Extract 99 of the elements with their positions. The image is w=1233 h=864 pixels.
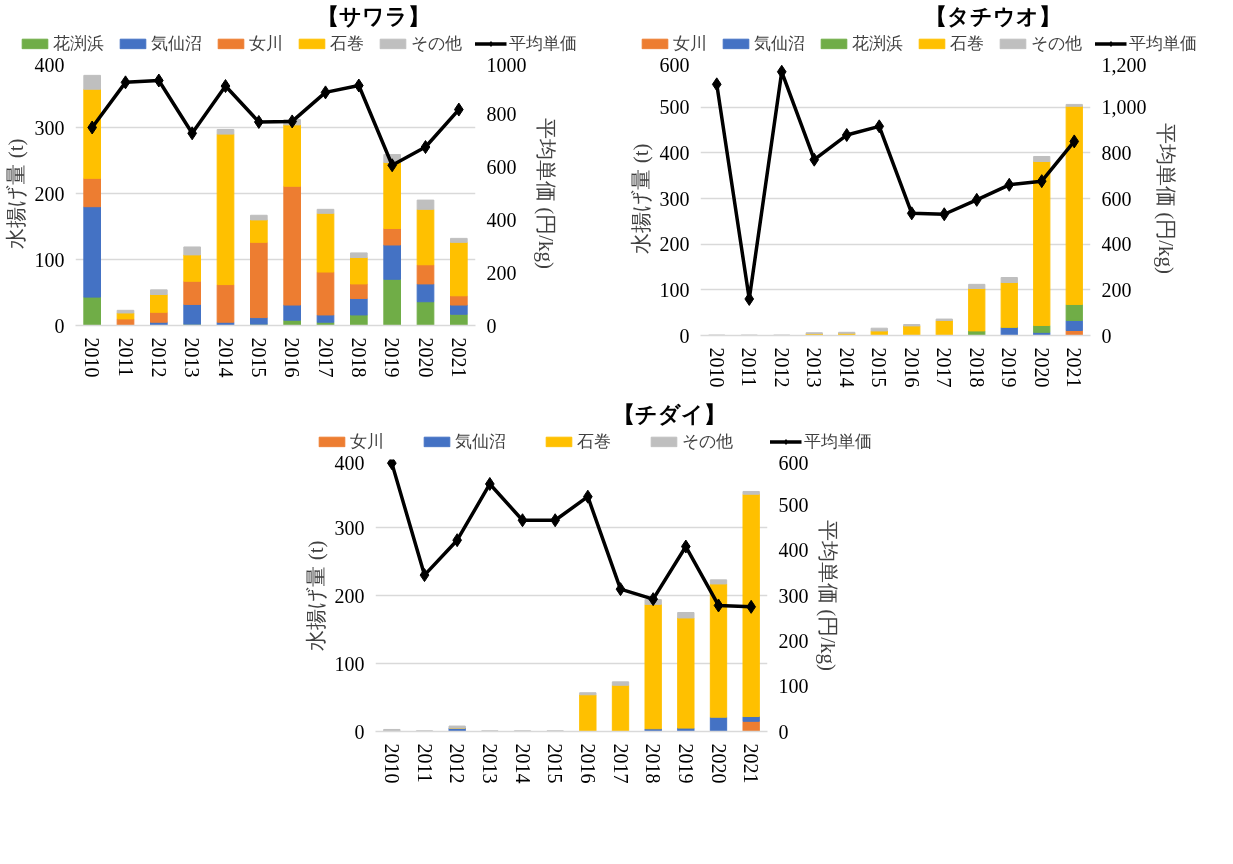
x-tick-label: 2014 <box>214 337 237 378</box>
x-tick-label: 2017 <box>609 743 632 784</box>
x-tick-label: 2019 <box>674 743 697 784</box>
legend-label: 石巻 <box>330 32 364 55</box>
y2-tick-label: 1000 <box>486 53 527 76</box>
y2-axis-title: 平均単価 (円/kg) <box>533 117 558 270</box>
chart-title: 【タチウオ】 <box>925 3 1061 29</box>
legend-label: 平均単価 <box>1129 32 1197 55</box>
x-tick-label: 2018 <box>347 337 370 378</box>
y-tick-label: 100 <box>34 248 65 271</box>
y2-tick-label: 800 <box>486 103 517 126</box>
y2-tick-label: 400 <box>1101 233 1132 256</box>
legend-label: 平均単価 <box>804 430 872 453</box>
x-tick-label: 2013 <box>181 337 204 378</box>
x-tick-label: 2019 <box>998 347 1021 388</box>
legend-label: 石巻 <box>950 32 984 55</box>
y-axis-title: 水揚げ量 (t) <box>628 143 653 254</box>
x-tick-label: 2016 <box>576 743 599 784</box>
x-tick-label: 2016 <box>281 337 304 378</box>
x-tick-label: 2010 <box>380 743 403 784</box>
y2-tick-label: 600 <box>1101 187 1132 210</box>
y2-tick-label: 0 <box>778 720 789 743</box>
y-tick-label: 300 <box>659 187 690 210</box>
x-tick-label: 2017 <box>933 347 956 388</box>
y-axis-title: 水揚げ量 (t) <box>303 540 328 651</box>
y-tick-label: 200 <box>334 584 365 607</box>
y-tick-label: 200 <box>659 233 690 256</box>
x-tick-label: 2015 <box>247 337 270 378</box>
legend-label: 気仙沼 <box>151 32 202 55</box>
legend-label: 女川 <box>673 32 707 55</box>
y-tick-label: 0 <box>679 324 690 347</box>
x-tick-label: 2015 <box>868 347 891 388</box>
y-tick-label: 300 <box>334 516 365 539</box>
x-tick-label: 2018 <box>965 347 988 388</box>
x-tick-label: 2010 <box>81 337 104 378</box>
legend-label: 気仙沼 <box>455 430 506 453</box>
x-tick-label: 2021 <box>447 337 470 378</box>
y-tick-label: 600 <box>659 53 690 76</box>
y-tick-label: 100 <box>334 652 365 675</box>
chart-title: 【サワラ】 <box>316 3 430 29</box>
x-tick-label: 2013 <box>478 743 501 784</box>
x-tick-label: 2011 <box>738 347 761 387</box>
legend-label: 女川 <box>350 430 384 453</box>
x-tick-label: 2020 <box>1030 347 1053 388</box>
y2-tick-label: 600 <box>778 451 809 474</box>
y2-tick-label: 200 <box>778 629 809 652</box>
y-tick-label: 100 <box>659 278 690 301</box>
x-tick-label: 2020 <box>414 337 437 378</box>
x-tick-label: 2010 <box>705 347 728 388</box>
x-tick-label: 2019 <box>381 337 404 378</box>
x-tick-label: 2017 <box>314 337 337 378</box>
y2-tick-label: 200 <box>1101 278 1132 301</box>
legend-label: その他 <box>682 430 733 453</box>
y-tick-label: 0 <box>354 720 365 743</box>
legend-label: 女川 <box>249 32 283 55</box>
x-tick-label: 2020 <box>707 743 730 784</box>
y2-tick-label: 1,000 <box>1101 96 1147 119</box>
y-tick-label: 400 <box>34 53 65 76</box>
legend-label: 花渕浜 <box>53 32 104 55</box>
y-tick-label: 200 <box>34 182 65 205</box>
y-tick-label: 0 <box>54 314 65 337</box>
y2-axis-title: 平均単価 (円/kg) <box>815 519 840 672</box>
x-tick-label: 2014 <box>835 347 858 388</box>
y2-tick-label: 1,200 <box>1101 53 1147 76</box>
y-tick-label: 300 <box>34 116 65 139</box>
x-tick-label: 2013 <box>803 347 826 388</box>
legend-label: その他 <box>411 32 462 55</box>
y-tick-label: 400 <box>334 451 365 474</box>
x-tick-label: 2012 <box>446 743 469 784</box>
y2-tick-label: 400 <box>778 539 809 562</box>
y2-tick-label: 400 <box>486 208 517 231</box>
y2-tick-label: 200 <box>486 261 517 284</box>
x-tick-label: 2021 <box>740 743 763 784</box>
x-tick-label: 2015 <box>544 743 567 784</box>
legend-label: 花渕浜 <box>852 32 903 55</box>
x-tick-label: 2018 <box>642 743 665 784</box>
legend-label: 平均単価 <box>509 32 577 55</box>
x-tick-label: 2021 <box>1063 347 1086 388</box>
x-tick-label: 2011 <box>114 337 137 377</box>
chart-title: 【チダイ】 <box>612 401 726 427</box>
y2-tick-label: 600 <box>486 156 517 179</box>
x-tick-label: 2016 <box>900 347 923 388</box>
x-tick-label: 2011 <box>413 743 436 783</box>
y2-tick-label: 100 <box>778 675 809 698</box>
y2-tick-label: 500 <box>778 493 809 516</box>
y2-axis-title: 平均単価 (円/kg) <box>1153 122 1178 275</box>
x-tick-label: 2012 <box>770 347 793 388</box>
legend-label: その他 <box>1031 32 1082 55</box>
y-tick-label: 400 <box>659 141 690 164</box>
y2-tick-label: 0 <box>1101 324 1112 347</box>
legend-label: 石巻 <box>577 430 611 453</box>
y2-tick-label: 300 <box>778 584 809 607</box>
x-tick-label: 2014 <box>511 743 534 784</box>
y-tick-label: 500 <box>659 96 690 119</box>
legend-label: 気仙沼 <box>754 32 805 55</box>
y2-tick-label: 0 <box>486 314 497 337</box>
y-axis-title: 水揚げ量 (t) <box>3 138 28 249</box>
x-tick-label: 2012 <box>147 337 170 378</box>
y2-tick-label: 800 <box>1101 141 1132 164</box>
